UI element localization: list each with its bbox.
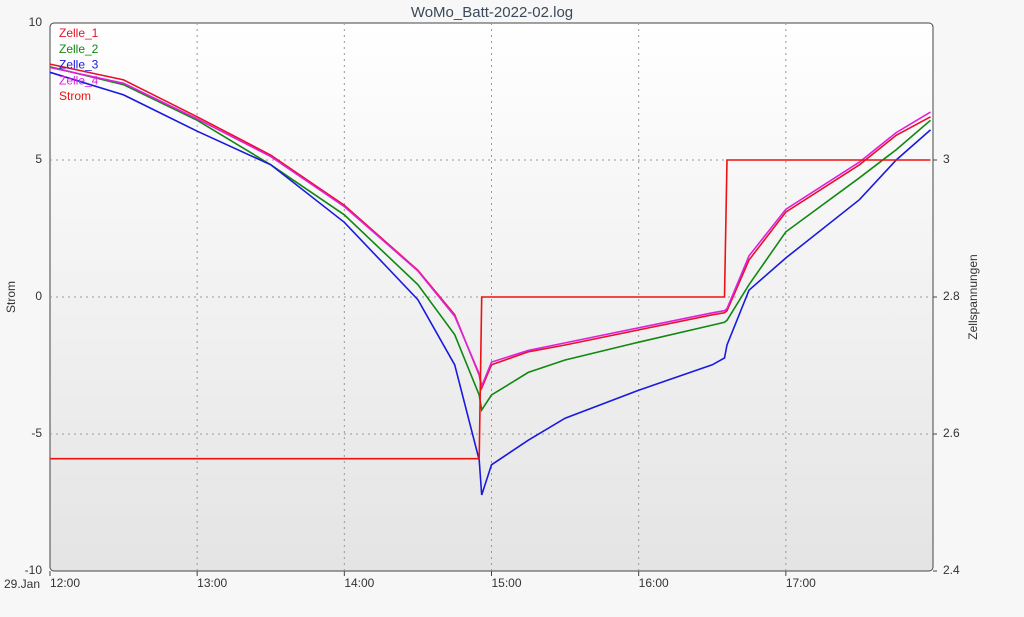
legend-entry: Zelle_3 <box>59 58 99 72</box>
y-axis-label: Strom <box>4 281 18 313</box>
y2-tick-label: 3 <box>943 152 950 166</box>
y-tick-label: 0 <box>35 289 42 303</box>
y2-axis-label: Zellspannungen <box>966 254 980 339</box>
x-tick-label: 14:00 <box>344 576 374 590</box>
series-line <box>49 71 932 496</box>
legend-entry: Strom <box>59 89 91 103</box>
series-line <box>49 66 932 413</box>
legend-entry: Zelle_1 <box>59 26 99 40</box>
legend-entry: Zelle_2 <box>59 42 99 56</box>
x-date-label: 29.Jan <box>4 577 40 591</box>
x-tick-label: 13:00 <box>197 576 227 590</box>
y-tick-label: 5 <box>35 152 42 166</box>
y-tick-label: 10 <box>29 15 43 29</box>
y2-tick-label: 2.8 <box>943 289 960 303</box>
y2-tick-label: 2.6 <box>943 426 960 440</box>
x-tick-label: 15:00 <box>491 576 521 590</box>
series-line <box>49 63 931 391</box>
y-tick-label: -5 <box>31 426 42 440</box>
series-line <box>50 159 931 460</box>
x-tick-label: 17:00 <box>786 576 816 590</box>
legend-entry: Zelle_4 <box>59 73 99 87</box>
x-tick-label: 16:00 <box>639 576 669 590</box>
x-tick-label: 12:00 <box>50 576 80 590</box>
y-tick-label: -10 <box>25 563 43 577</box>
series-line <box>49 66 931 389</box>
y2-tick-label: 2.4 <box>943 563 960 577</box>
chart-title: WoMo_Batt-2022-02.log <box>411 4 573 21</box>
